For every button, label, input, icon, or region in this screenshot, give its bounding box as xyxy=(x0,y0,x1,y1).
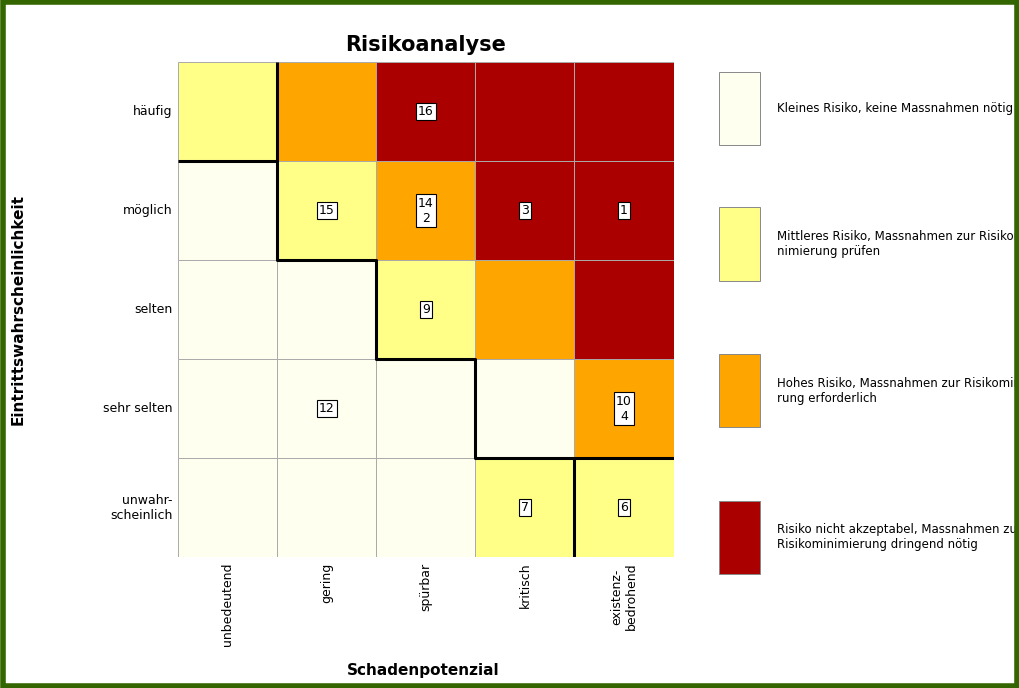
Text: 7: 7 xyxy=(521,502,529,514)
Text: 1: 1 xyxy=(620,204,628,217)
Bar xyxy=(475,458,574,557)
Bar xyxy=(574,359,673,458)
Bar xyxy=(376,161,475,260)
Bar xyxy=(718,354,759,427)
Bar xyxy=(178,161,277,260)
Bar xyxy=(475,260,574,359)
Bar xyxy=(376,359,475,458)
Text: Mittleres Risiko, Massnahmen zur Risikomi-
nimierung prüfen: Mittleres Risiko, Massnahmen zur Risikom… xyxy=(776,230,1019,258)
Text: Hohes Risiko, Massnahmen zur Risikominimie-
rung erforderlich: Hohes Risiko, Massnahmen zur Risikominim… xyxy=(776,377,1019,405)
Bar xyxy=(178,359,277,458)
Text: Eintrittswahrscheinlichkeit: Eintrittswahrscheinlichkeit xyxy=(11,194,25,425)
Text: 3: 3 xyxy=(521,204,528,217)
Title: Risikoanalyse: Risikoanalyse xyxy=(345,35,505,55)
Bar xyxy=(376,62,475,161)
Text: 10
4: 10 4 xyxy=(615,395,632,422)
Bar xyxy=(475,62,574,161)
Bar xyxy=(178,458,277,557)
Text: Risiko nicht akzeptabel, Massnahmen zur
Risikominimierung dringend nötig: Risiko nicht akzeptabel, Massnahmen zur … xyxy=(776,524,1019,551)
Bar xyxy=(277,458,376,557)
Bar xyxy=(574,62,673,161)
Bar xyxy=(277,260,376,359)
Text: 12: 12 xyxy=(319,402,334,415)
Bar xyxy=(376,458,475,557)
Bar xyxy=(178,260,277,359)
Bar xyxy=(277,359,376,458)
Text: Schadenpotenzial: Schadenpotenzial xyxy=(346,663,499,678)
Text: 14
2: 14 2 xyxy=(418,197,433,224)
Bar xyxy=(718,207,759,281)
Text: 6: 6 xyxy=(620,502,628,514)
Text: 15: 15 xyxy=(319,204,334,217)
Text: Kleines Risiko, keine Massnahmen nötig: Kleines Risiko, keine Massnahmen nötig xyxy=(776,102,1012,115)
Bar xyxy=(718,72,759,145)
Bar xyxy=(475,161,574,260)
Bar xyxy=(277,62,376,161)
Text: 16: 16 xyxy=(418,105,433,118)
Bar xyxy=(718,501,759,574)
Bar xyxy=(574,161,673,260)
Bar xyxy=(277,161,376,260)
Bar xyxy=(574,260,673,359)
Bar xyxy=(475,359,574,458)
Bar xyxy=(574,458,673,557)
Text: 9: 9 xyxy=(422,303,429,316)
Bar xyxy=(178,62,277,161)
Bar xyxy=(376,260,475,359)
